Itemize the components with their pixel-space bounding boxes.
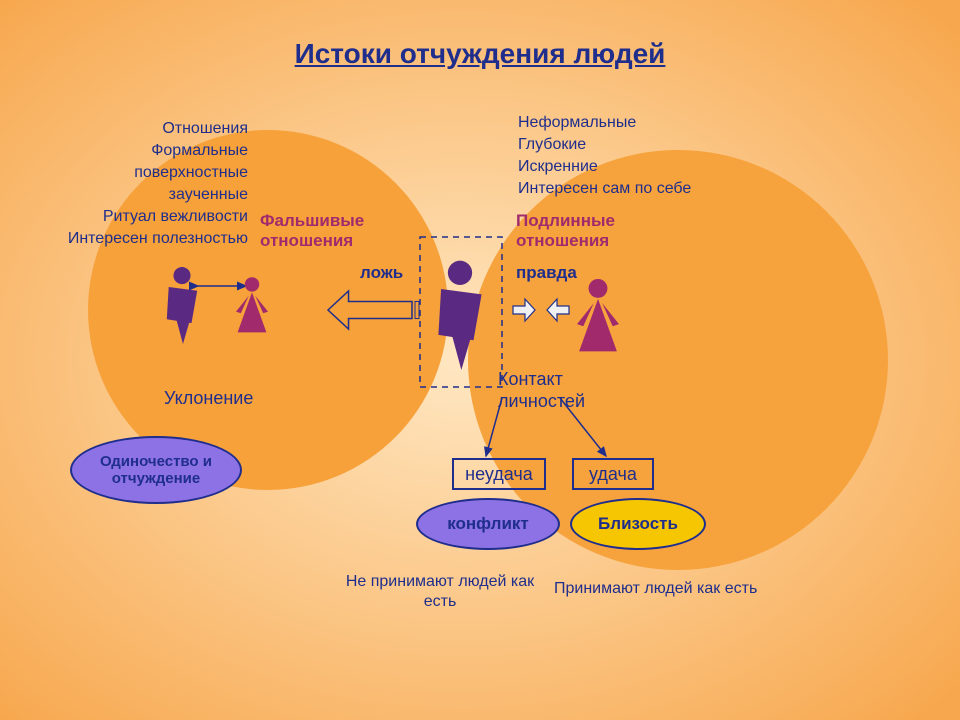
box-failure: неудача <box>452 458 546 490</box>
ellipse-loneliness-label: Одиночество и отчуждение <box>80 453 232 488</box>
ellipse-loneliness: Одиночество и отчуждение <box>70 436 242 504</box>
box-success: удача <box>572 458 654 490</box>
ellipse-conflict-label: конфликт <box>447 514 528 534</box>
ellipse-conflict: конфликт <box>416 498 560 550</box>
ellipse-closeness: Близость <box>570 498 706 550</box>
ellipse-closeness-label: Близость <box>598 514 678 534</box>
box-failure-label: неудача <box>465 464 533 485</box>
diagram-stage: Истоки отчуждения людей ОтношенияФормаль… <box>0 0 960 720</box>
box-success-label: удача <box>589 464 637 485</box>
figures-layer <box>0 0 960 720</box>
